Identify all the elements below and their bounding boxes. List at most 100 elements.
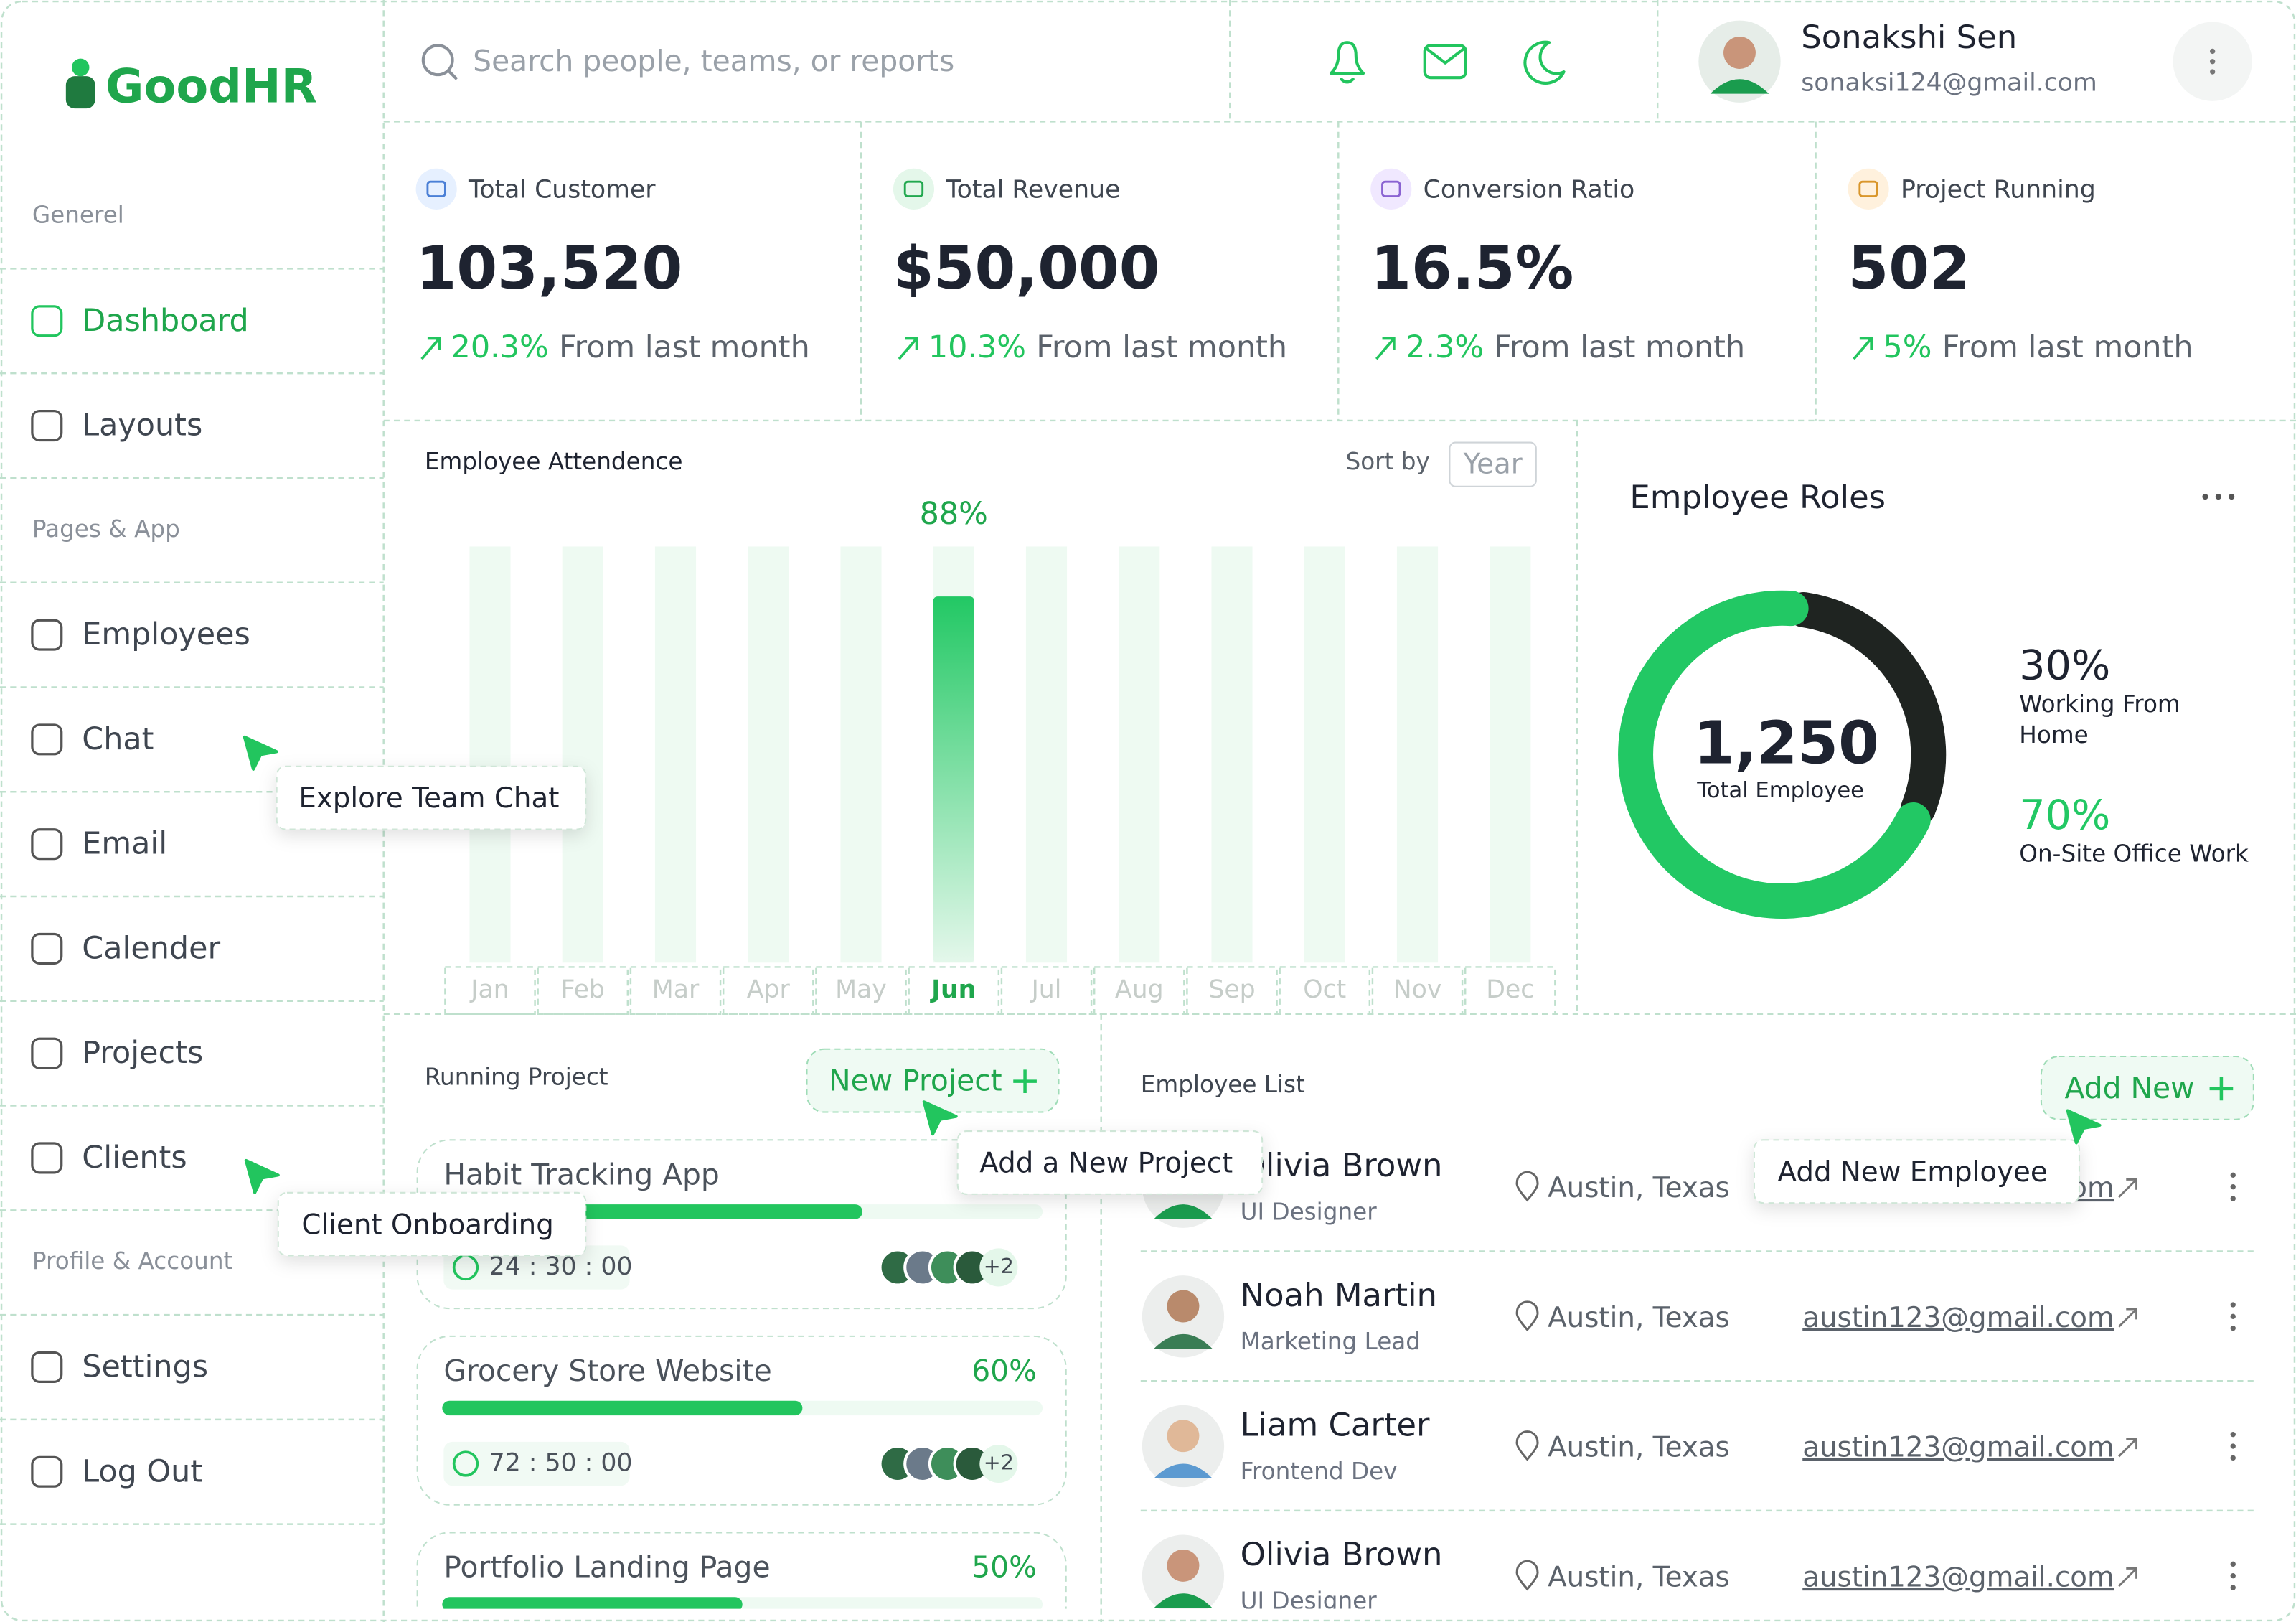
employee-row[interactable]: Liam Carter Frontend Dev Austin, Texas aust… — [1142, 1405, 2236, 1488]
donut-segment — [1786, 591, 1947, 826]
nav-icon — [31, 932, 63, 965]
employee-role: UI Designer — [1241, 1198, 1378, 1225]
dot — [2230, 1432, 2236, 1438]
month-cell — [908, 966, 1000, 1015]
bar-value-label: 88% — [920, 496, 988, 532]
roles-menu[interactable] — [2202, 494, 2235, 500]
month-cell — [444, 966, 536, 1015]
project-card[interactable]: Habit Tracking App 24 : 30 : 00 +2 — [416, 1139, 1067, 1310]
chart-title: Employee Attendence — [425, 448, 683, 475]
user-name: Sonakshi Sen — [1801, 18, 2017, 56]
nav-item[interactable]: Calender — [31, 930, 221, 966]
nav-icon — [31, 1351, 63, 1384]
tooltip: Client Onboarding — [277, 1191, 587, 1257]
stat-value: 103,520 — [416, 235, 683, 303]
month-label: Apr — [747, 975, 791, 1004]
segment-name-box: Working From Home — [2019, 690, 2180, 749]
dot — [2230, 1325, 2236, 1331]
nav-item[interactable]: Chat — [31, 721, 154, 757]
avatar-head — [1723, 37, 1756, 69]
stat-icon — [1381, 180, 1401, 197]
stat-value: $50,000 — [893, 235, 1160, 303]
nav-icon — [31, 410, 63, 442]
stat-card: Conversion Ratio 16.5% 2.3% From last month — [1370, 168, 1745, 365]
bar-track — [748, 546, 789, 963]
section-title: Profile & Account — [32, 1247, 233, 1275]
stat-change: 20.3% From last month — [451, 329, 810, 365]
month-cell — [1464, 966, 1556, 1015]
nav-label: Layouts — [82, 408, 202, 444]
dot — [2230, 1561, 2236, 1567]
segment-value: 30% — [2019, 642, 2110, 690]
nav-item[interactable]: Log Out — [31, 1453, 202, 1489]
nav-label: Dashboard — [82, 303, 248, 339]
sort-select[interactable]: Year — [1449, 441, 1537, 487]
bar-track — [1304, 546, 1345, 963]
month-cell — [1371, 966, 1464, 1015]
month-cell — [1093, 966, 1185, 1015]
change-value: 20.3% — [451, 329, 549, 365]
change-text: From last month — [1036, 329, 1287, 365]
mail-button[interactable] — [1423, 44, 1467, 80]
segment-value: 70% — [2019, 792, 2110, 839]
dot — [2215, 494, 2221, 500]
search-bar[interactable]: Search people, teams, or reports — [421, 44, 954, 80]
avatar-body — [1154, 1333, 1213, 1349]
dot — [2230, 1585, 2236, 1590]
employee-name: Liam Carter — [1241, 1405, 1430, 1443]
employee-row[interactable]: Olivia Brown UI Designer Austin, Texas aust… — [1142, 1534, 2236, 1617]
stat-label: Total Customer — [468, 175, 656, 204]
stat-card: Total Customer 103,520 20.3% From last mont… — [415, 168, 810, 365]
notification-button[interactable] — [1330, 41, 1365, 84]
more-badge — [979, 1444, 1018, 1483]
card-border — [416, 1532, 1067, 1609]
stat-icon-bg — [1370, 168, 1412, 210]
stat-label: Project Running — [1901, 175, 2096, 204]
nav-icon — [31, 305, 63, 337]
bar-track — [840, 546, 882, 963]
search-icon — [421, 44, 454, 77]
pin-icon — [1515, 1430, 1539, 1461]
avatar-head — [1167, 1290, 1200, 1323]
pin-icon — [1515, 1560, 1539, 1591]
month-label: Sep — [1208, 975, 1255, 1004]
section-title: Generel — [32, 202, 124, 229]
nav-item[interactable]: Email — [31, 826, 167, 862]
profile-menu-button[interactable] — [2173, 22, 2252, 101]
more-badge — [979, 1248, 1018, 1287]
progress-label: 50% — [971, 1550, 1037, 1584]
logo-icon — [65, 76, 95, 109]
nav-item[interactable]: Employees — [31, 617, 250, 652]
profile[interactable]: Sonakshi Sen sonaksi124@gmail.com — [1698, 18, 2097, 103]
project-card[interactable]: Grocery Store Website 60% 72 : 50 : 00 +2 — [416, 1335, 1067, 1506]
month-cell — [537, 966, 629, 1015]
donut-total-label: Total Employee — [1696, 778, 1864, 803]
progress-bar — [442, 1597, 743, 1609]
new-project-button[interactable]: New Project — [806, 1048, 1060, 1113]
tooltip: Add a New Project — [956, 1130, 1264, 1195]
stat-icon — [1858, 180, 1878, 197]
plus-icon — [1013, 1069, 1037, 1093]
add-employee-button[interactable]: Add New — [2040, 1055, 2254, 1120]
nav-item[interactable]: Projects — [31, 1035, 203, 1071]
nav-item[interactable]: Dashboard — [31, 303, 249, 339]
change-value: 10.3% — [928, 329, 1026, 365]
month-label: Feb — [561, 975, 605, 1004]
stat-label: Total Revenue — [945, 175, 1120, 204]
stat-icon-bg — [893, 168, 935, 210]
nav-item[interactable]: Layouts — [31, 408, 202, 444]
employee-row[interactable]: Noah Martin Marketing Lead Austin, Texas au… — [1142, 1275, 2236, 1358]
avatar-head — [1167, 1420, 1200, 1453]
tooltip-bg — [277, 1191, 587, 1257]
bar-track — [1490, 546, 1531, 963]
plus-icon — [2209, 1077, 2234, 1101]
button-bg — [806, 1048, 1060, 1113]
nav-item[interactable]: Settings — [31, 1349, 208, 1385]
nav-item[interactable]: Clients — [31, 1140, 187, 1176]
avatar-head — [1167, 1549, 1200, 1582]
project-card[interactable]: Portfolio Landing Page 50% — [416, 1532, 1067, 1622]
select-box — [1449, 441, 1537, 487]
nav-label: Email — [82, 826, 167, 862]
theme-button[interactable] — [1523, 40, 1566, 85]
employee-role: Frontend Dev — [1241, 1458, 1398, 1485]
